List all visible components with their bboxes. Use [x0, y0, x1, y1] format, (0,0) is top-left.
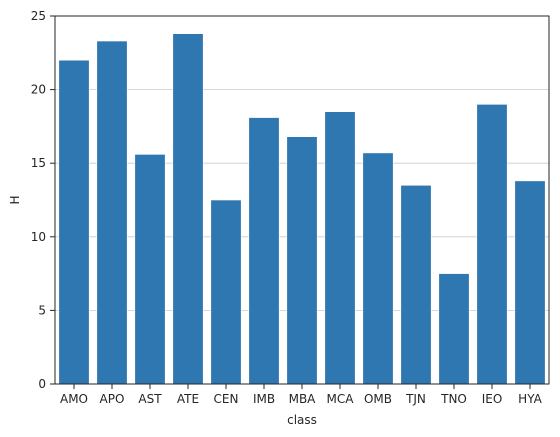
y-tick-label: 5: [38, 303, 46, 317]
bar-omb: [362, 152, 394, 385]
x-tick-label-mca: MCA: [327, 392, 355, 406]
y-tick-label: 20: [31, 83, 46, 97]
x-tick-label-ast: AST: [138, 392, 162, 406]
x-tick-label-imb: IMB: [253, 392, 275, 406]
bars: [58, 33, 546, 385]
bar-ieo: [476, 104, 508, 385]
bar-imb: [248, 117, 280, 385]
x-tick-label-ate: ATE: [177, 392, 199, 406]
x-tick-label-amo: AMO: [60, 392, 88, 406]
x-tick-label-tno: TNO: [440, 392, 467, 406]
bar-cen: [210, 199, 242, 385]
x-tick-label-tjn: TJN: [405, 392, 426, 406]
bar-ate: [172, 33, 204, 385]
y-tick-label: 15: [31, 156, 46, 170]
y-axis-ticks: 0 5 10 15 20 25: [31, 9, 55, 391]
y-axis-label: H: [8, 195, 22, 204]
x-axis-ticks: AMO APO AST ATE CEN IMB MBA MCA OMB TJN TNO IEO HYA: [60, 384, 543, 406]
x-tick-label-omb: OMB: [364, 392, 392, 406]
y-tick-label: 0: [38, 377, 46, 391]
x-tick-label-hya: HYA: [518, 392, 542, 406]
x-axis-label: class: [287, 413, 317, 427]
bar-amo: [58, 59, 90, 385]
x-tick-label-mba: MBA: [289, 392, 317, 406]
bar-hya: [514, 180, 546, 385]
x-tick-label-ieo: IEO: [482, 392, 503, 406]
bar-mca: [324, 111, 356, 385]
bar-mba: [286, 136, 318, 385]
bar-tno: [438, 273, 470, 385]
y-tick-label: 10: [31, 230, 46, 244]
y-tick-label: 25: [31, 9, 46, 23]
x-tick-label-cen: CEN: [214, 392, 239, 406]
bar-tjn: [400, 184, 432, 385]
bar-apo: [96, 40, 128, 385]
bar-ast: [134, 154, 166, 385]
x-tick-label-apo: APO: [100, 392, 125, 406]
